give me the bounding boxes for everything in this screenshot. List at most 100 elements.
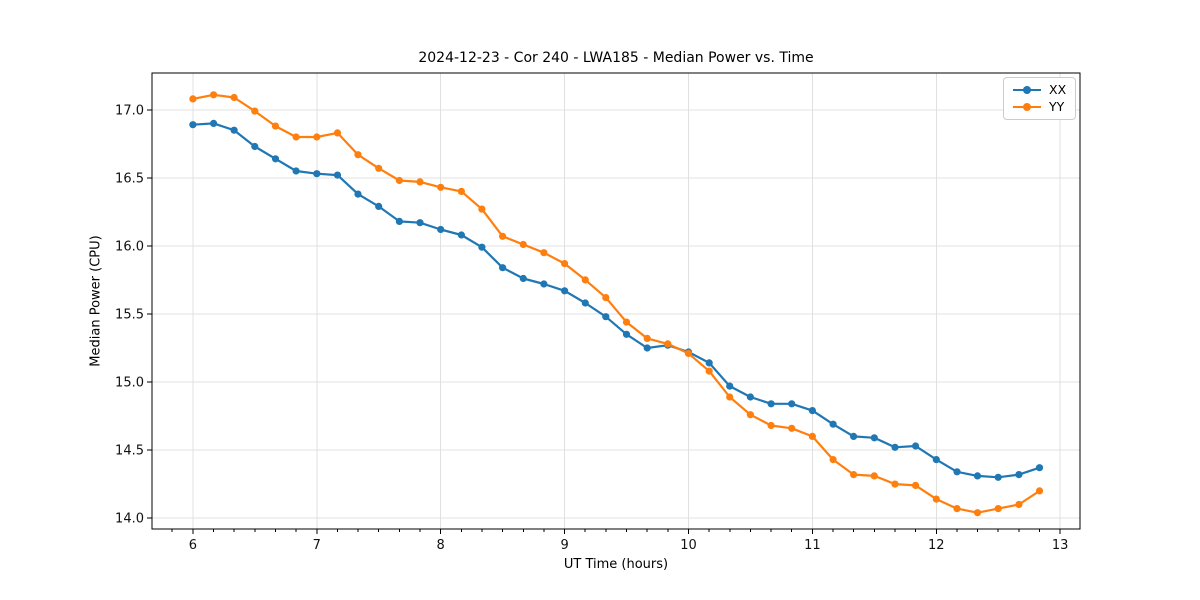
data-point-yy <box>395 176 403 185</box>
data-point-xx <box>210 119 218 127</box>
data-point-xx <box>808 407 817 415</box>
data-point-yy <box>891 480 899 488</box>
data-point-xx <box>540 280 548 288</box>
y-tick-label: 14.5 <box>115 444 144 459</box>
data-point-yy <box>189 95 197 103</box>
legend-line-marker-icon <box>1013 86 1041 94</box>
data-point-xx <box>726 382 734 390</box>
data-point-yy <box>726 393 734 401</box>
x-tick-label: 10 <box>680 538 697 553</box>
data-point-yy <box>457 187 465 195</box>
data-point-xx <box>912 442 920 450</box>
data-point-yy <box>210 91 218 99</box>
data-point-xx <box>395 217 403 225</box>
data-point-yy <box>1035 487 1044 495</box>
data-point-yy <box>788 424 796 432</box>
data-point-yy <box>994 505 1002 513</box>
data-point-yy <box>292 133 300 141</box>
data-point-xx <box>932 456 940 464</box>
data-point-xx <box>850 432 858 440</box>
x-tick-label: 9 <box>560 538 568 553</box>
data-point-yy <box>271 122 280 130</box>
legend-line-marker-icon <box>1013 103 1041 111</box>
legend-item-xx: XX <box>1012 83 1066 97</box>
data-point-yy <box>912 481 920 489</box>
data-point-yy <box>746 411 755 419</box>
data-point-xx <box>994 473 1002 481</box>
series-line-xx <box>192 122 1040 479</box>
data-point-yy <box>684 349 693 357</box>
data-point-yy <box>437 183 445 191</box>
legend-label: YY <box>1049 99 1065 114</box>
data-point-xx <box>643 344 651 352</box>
data-point-yy <box>664 340 672 348</box>
data-point-xx <box>375 202 383 210</box>
data-point-yy <box>251 107 259 115</box>
data-point-xx <box>705 359 713 367</box>
data-point-yy <box>416 178 424 186</box>
data-point-xx <box>499 264 507 272</box>
data-point-xx <box>189 121 197 129</box>
legend-label: XX <box>1049 82 1067 97</box>
data-point-yy <box>478 205 486 213</box>
data-point-yy <box>767 421 775 430</box>
x-tick-label: 6 <box>189 538 197 553</box>
data-point-xx <box>767 400 775 408</box>
x-tick-label: 8 <box>437 538 445 553</box>
data-point-yy <box>1015 500 1023 509</box>
data-point-yy <box>850 471 858 479</box>
data-point-yy <box>561 260 569 268</box>
data-point-xx <box>313 170 321 178</box>
data-point-yy <box>829 456 837 464</box>
legend-item-yy: YY <box>1012 100 1066 114</box>
data-point-xx <box>292 167 300 175</box>
data-point-xx <box>354 190 362 198</box>
data-point-yy <box>622 318 631 326</box>
data-point-xx <box>746 393 755 401</box>
chart-title: 2024-12-23 - Cor 240 - LWA185 - Median P… <box>418 50 814 66</box>
data-point-xx <box>333 171 342 179</box>
data-point-xx <box>829 420 837 428</box>
data-point-xx <box>251 142 259 151</box>
x-axis-label: UT Time (hours) <box>563 557 669 572</box>
data-point-xx <box>230 126 238 134</box>
data-point-yy <box>499 232 507 240</box>
data-point-yy <box>932 495 940 503</box>
plot-border <box>151 72 1081 530</box>
data-point-yy <box>808 432 817 440</box>
data-point-xx <box>519 274 527 283</box>
data-point-yy <box>313 133 321 141</box>
y-tick-label: 15.5 <box>115 307 144 322</box>
y-tick-label: 16.5 <box>115 171 144 186</box>
data-point-yy <box>953 505 961 513</box>
y-axis-label: Median Power (CPU) <box>88 235 104 367</box>
data-point-yy <box>581 276 589 284</box>
data-point-xx <box>602 313 610 321</box>
data-point-yy <box>602 294 610 302</box>
data-point-xx <box>581 299 589 307</box>
data-point-yy <box>230 93 238 102</box>
data-point-yy <box>375 164 383 172</box>
data-point-yy <box>519 240 527 249</box>
data-point-yy <box>705 367 713 375</box>
data-point-xx <box>1015 471 1023 479</box>
y-tick-label: 15.0 <box>115 375 144 390</box>
data-point-xx <box>478 243 486 251</box>
data-point-yy <box>973 509 982 517</box>
data-point-yy <box>354 151 362 159</box>
data-point-yy <box>870 472 878 480</box>
data-point-xx <box>271 155 280 163</box>
data-point-xx <box>891 443 899 451</box>
y-tick-label: 16.0 <box>115 239 144 254</box>
data-point-xx <box>437 225 445 234</box>
data-point-xx <box>953 468 961 476</box>
data-point-xx <box>788 400 796 408</box>
data-point-xx <box>1035 464 1044 472</box>
y-tick-label: 17.0 <box>115 103 144 118</box>
data-point-yy <box>333 129 342 137</box>
data-point-xx <box>561 287 569 295</box>
legend: XX YY <box>1003 77 1077 120</box>
data-point-xx <box>870 434 878 442</box>
data-point-xx <box>416 219 424 227</box>
